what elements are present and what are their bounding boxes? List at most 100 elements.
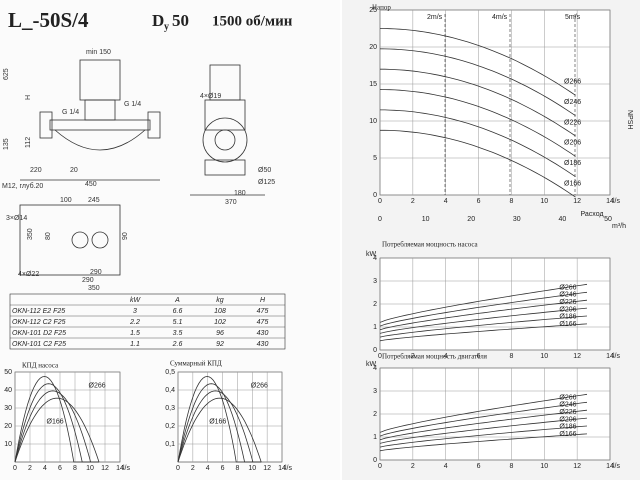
curve xyxy=(379,401,588,437)
x-tick-label: 8 xyxy=(235,465,239,472)
dn-sub: у xyxy=(164,21,169,32)
x-tick-label: 0 xyxy=(13,465,17,472)
table-header: kW xyxy=(130,297,142,304)
x-label: Расход xyxy=(580,211,603,218)
x-tick-label: 2 xyxy=(411,353,415,360)
x-tick-label: 12 xyxy=(573,198,581,205)
table-cell: 1.1 xyxy=(130,341,140,348)
x-tick-label: 6 xyxy=(477,463,481,470)
x-tick-label: 10 xyxy=(248,465,256,472)
curve-label: Ø266 xyxy=(89,382,106,389)
curve xyxy=(379,323,588,342)
dim-label: 112 xyxy=(25,137,32,148)
x-tick-label: 2 xyxy=(411,198,415,205)
x-tick-label: 10 xyxy=(540,353,548,360)
x-tick-label: 12 xyxy=(573,463,581,470)
x-tick-label: 14 xyxy=(278,465,286,472)
curve-label: Ø206 xyxy=(559,306,576,313)
dim-label: 180 xyxy=(234,190,246,197)
x-tick-label: 4 xyxy=(43,465,47,472)
dim-label: 245 xyxy=(88,197,100,204)
table-cell: OKN-112 C2 F25 xyxy=(12,319,66,326)
table-cell: OKN-101 C2 F25 xyxy=(12,341,66,348)
table-cell: 430 xyxy=(257,341,269,348)
table-cell: 2.2 xyxy=(129,319,140,326)
y-tick-label: 10 xyxy=(4,441,12,448)
velocity-label: 4m/s xyxy=(492,14,508,21)
curve-label: Ø246 xyxy=(559,292,576,299)
pump-drawing xyxy=(19,59,265,276)
x-tick-label: 6 xyxy=(477,353,481,360)
dim-label: 290 xyxy=(82,277,94,284)
x-unit: l/s xyxy=(285,465,293,472)
y-tick-label: 0,5 xyxy=(165,369,175,376)
curve-label: Ø166 xyxy=(564,180,581,187)
plot-frame xyxy=(177,371,283,463)
curve xyxy=(379,48,576,117)
dn-letter: D xyxy=(152,11,164,30)
curve-label: Ø266 xyxy=(559,284,576,291)
table-cell: 102 xyxy=(214,319,226,326)
curve xyxy=(379,89,576,157)
curve xyxy=(380,68,576,137)
table-header: H xyxy=(260,297,266,304)
y-tick-label: 15 xyxy=(369,81,377,88)
y-tick-label: 10 xyxy=(369,118,377,125)
y-tick-label: 0,4 xyxy=(165,387,175,394)
npsh-label: NPSH xyxy=(626,110,633,129)
chart-title: Потребляемая мощность двигателя xyxy=(382,353,488,361)
curve xyxy=(379,299,588,331)
dim-label: G 1/4 xyxy=(62,109,79,116)
x-tick-label: 8 xyxy=(509,463,513,470)
y-tick-label: 3 xyxy=(373,278,377,285)
x-tick-label: 6 xyxy=(477,198,481,205)
dim-label: 3×Ø14 xyxy=(6,215,27,222)
plot-frame xyxy=(14,371,121,463)
curve xyxy=(379,291,588,327)
dim-label: 450 xyxy=(85,181,97,188)
x-tick-label: 0 xyxy=(378,353,382,360)
x-tick-label: 4 xyxy=(444,198,448,205)
x-tick-label: 10 xyxy=(540,198,548,205)
table-cell: 92 xyxy=(216,341,224,348)
curve-label: Ø166 xyxy=(209,418,226,425)
table-cell: 2.6 xyxy=(172,341,183,348)
curve xyxy=(379,283,588,323)
chart-title: Суммарный КПД xyxy=(170,360,222,368)
x-tick-label: 2 xyxy=(411,463,415,470)
y-tick-label: 25 xyxy=(369,7,377,14)
y-tick-label: 1 xyxy=(373,324,377,331)
y-tick-label: 0,1 xyxy=(165,441,175,448)
x2-tick-label: 40 xyxy=(559,216,567,223)
y-tick-label: 0 xyxy=(373,457,377,464)
curve xyxy=(380,28,576,96)
curve-label: Ø166 xyxy=(559,321,576,328)
x2-tick-label: 50 xyxy=(604,216,612,223)
dn: 50 xyxy=(172,11,189,30)
x-tick-label: 14 xyxy=(116,465,124,472)
curve-label: Ø226 xyxy=(564,119,581,126)
y-tick-label: 0 xyxy=(373,192,377,199)
y-tick-label: 20 xyxy=(4,423,12,430)
dim-label: 350 xyxy=(88,285,100,292)
table-cell: 475 xyxy=(257,319,269,326)
y-tick-label: 3 xyxy=(373,388,377,395)
dim-label: 350 xyxy=(27,228,34,240)
dim-label: G 1/4 xyxy=(124,101,141,108)
y-tick-label: 0 xyxy=(373,347,377,354)
x2-tick-label: 0 xyxy=(378,216,382,223)
curve-label: Ø186 xyxy=(559,314,576,321)
x-unit: l/s xyxy=(613,353,621,360)
curve-label: Ø266 xyxy=(251,382,268,389)
chart-title: Потребляемая мощность насоса xyxy=(382,241,479,249)
y-tick-label: 2 xyxy=(373,301,377,308)
table-cell: 430 xyxy=(257,330,269,337)
x2-unit: m³/h xyxy=(612,223,626,230)
dim-label: 4×Ø19 xyxy=(200,93,221,100)
x-tick-label: 6 xyxy=(221,465,225,472)
table-cell: 5.1 xyxy=(173,319,183,326)
curve-label: Ø246 xyxy=(559,402,576,409)
x-tick-label: 0 xyxy=(378,198,382,205)
